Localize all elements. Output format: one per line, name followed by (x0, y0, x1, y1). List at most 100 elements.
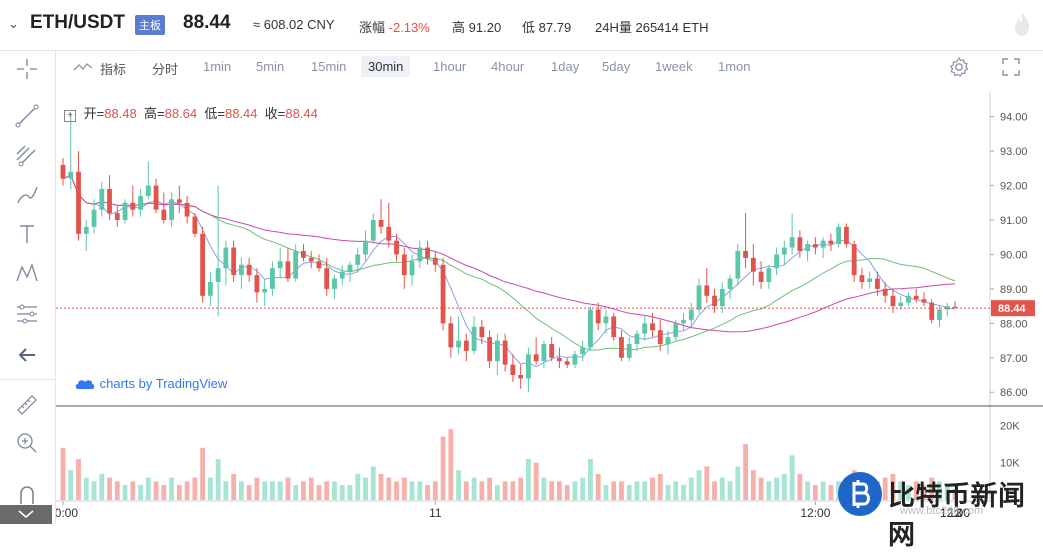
fullscreen-icon[interactable] (1001, 57, 1021, 77)
candle-body (153, 185, 159, 210)
volume-bar (882, 477, 888, 500)
volume-bar (107, 477, 112, 500)
volume-bar (332, 481, 337, 500)
high-stat: 高 91.20 (452, 17, 501, 36)
interval-1week[interactable]: 1week (655, 59, 693, 74)
interval-15min[interactable]: 15min (311, 59, 347, 74)
volume-bar (91, 481, 97, 500)
candle-body (828, 240, 834, 245)
candle-body (301, 251, 306, 258)
pair-title[interactable]: ETH/USDT (30, 12, 125, 33)
candle-body (479, 326, 485, 338)
price-chart[interactable]: 94.00 93.00 92.00 91.00 90.00 89.00 88.00 87.00… (56, 90, 1043, 524)
interval-4hour[interactable]: 4hour (491, 59, 525, 74)
candle-body (929, 302, 935, 320)
candle-body (875, 278, 880, 289)
candle-body (898, 302, 904, 307)
legend-toggle[interactable]: + (64, 110, 76, 122)
legend-close-label: 收= (264, 106, 286, 121)
candle-body (766, 268, 772, 282)
volume-bar (820, 481, 826, 500)
volume-bar (316, 485, 322, 500)
collapse-toolbar-button[interactable] (0, 505, 52, 524)
candle-body (448, 323, 454, 348)
volume-bar (921, 485, 927, 500)
interval-1hour[interactable]: 1hour (433, 59, 467, 74)
volume-bar (386, 477, 392, 500)
crosshair-icon[interactable] (13, 55, 41, 83)
chart-toolbar: 指标 分时 1min 5min 15min 30min 1hour 4hour … (60, 50, 1043, 84)
volume-bar (805, 481, 811, 500)
volume-bar (797, 473, 803, 500)
back-arrow-icon[interactable] (13, 341, 41, 369)
trendline-icon[interactable] (13, 102, 41, 130)
volume-bar (409, 481, 415, 500)
bitcoin-logo-icon (838, 472, 882, 516)
pattern-icon[interactable] (13, 259, 41, 287)
volume-bar (130, 481, 136, 500)
candle-body (161, 209, 167, 220)
interval-5min[interactable]: 5min (256, 59, 285, 74)
candle-body (316, 261, 322, 269)
low-value: 87.79 (538, 20, 572, 35)
volume-bar (246, 485, 252, 500)
tool-divider (0, 379, 55, 380)
volume-bar (169, 477, 174, 500)
candle-body (812, 244, 818, 248)
volume-bar (557, 481, 562, 500)
interval-1day[interactable]: 1day (551, 59, 580, 74)
interval-1min[interactable]: 1min (203, 59, 232, 74)
candle-body (937, 309, 942, 320)
indicators-button[interactable]: 指标 (100, 62, 127, 77)
candle-body (386, 226, 392, 241)
candle-body (130, 202, 136, 210)
chevron-down-icon[interactable]: ⌄ (8, 16, 19, 31)
candle-body (394, 240, 399, 255)
candle-body (774, 254, 780, 269)
zoom-in-icon[interactable] (13, 429, 41, 457)
indicators-icon[interactable] (73, 62, 93, 72)
candle-body (425, 247, 430, 258)
candle-body (944, 306, 950, 310)
candle-body (169, 199, 174, 220)
volume-bar (301, 481, 306, 500)
timeshare-button[interactable]: 分时 (152, 62, 179, 77)
y-tick-label: 89.00 (1000, 284, 1028, 296)
fib-pitchfork-icon[interactable] (13, 140, 41, 168)
volume-tick-label: 20K (1000, 420, 1020, 432)
legend-high-value: 88.64 (164, 106, 198, 121)
volume-bar (789, 455, 795, 500)
interval-1mon[interactable]: 1mon (718, 59, 751, 74)
tradingview-attribution[interactable]: charts by TradingView (74, 376, 227, 391)
brush-icon[interactable] (13, 181, 41, 209)
volume-bar (828, 485, 834, 500)
gann-icon[interactable] (13, 300, 41, 328)
volume-bar (83, 477, 89, 500)
volume-bar (712, 481, 717, 500)
volume-bar (355, 473, 361, 500)
settings-gear-icon[interactable] (948, 56, 970, 78)
volume-bar (502, 481, 508, 500)
ruler-icon[interactable] (13, 391, 41, 419)
candle-body (107, 189, 112, 214)
volume-bar (525, 459, 531, 500)
low-stat: 低 87.79 (522, 17, 571, 36)
volume-bar (184, 481, 190, 500)
volume-bar (192, 477, 198, 500)
volume-bar (176, 485, 182, 500)
volume-bar (494, 485, 500, 500)
interval-30min[interactable]: 30min (361, 56, 411, 77)
text-tool-icon[interactable] (13, 220, 41, 248)
chevron-down-icon (18, 510, 34, 519)
candle-body (564, 361, 570, 365)
volume-bar (153, 481, 159, 500)
volume-bar (743, 444, 748, 500)
y-tick-label: 90.00 (1000, 249, 1028, 261)
candle-body (735, 251, 741, 279)
candle-body (704, 285, 710, 296)
volume-bar (324, 481, 330, 500)
interval-5day[interactable]: 5day (602, 59, 631, 74)
volume-bar (145, 477, 151, 500)
x-tick-label: 13 (948, 506, 962, 520)
magnet-icon[interactable] (13, 480, 41, 508)
